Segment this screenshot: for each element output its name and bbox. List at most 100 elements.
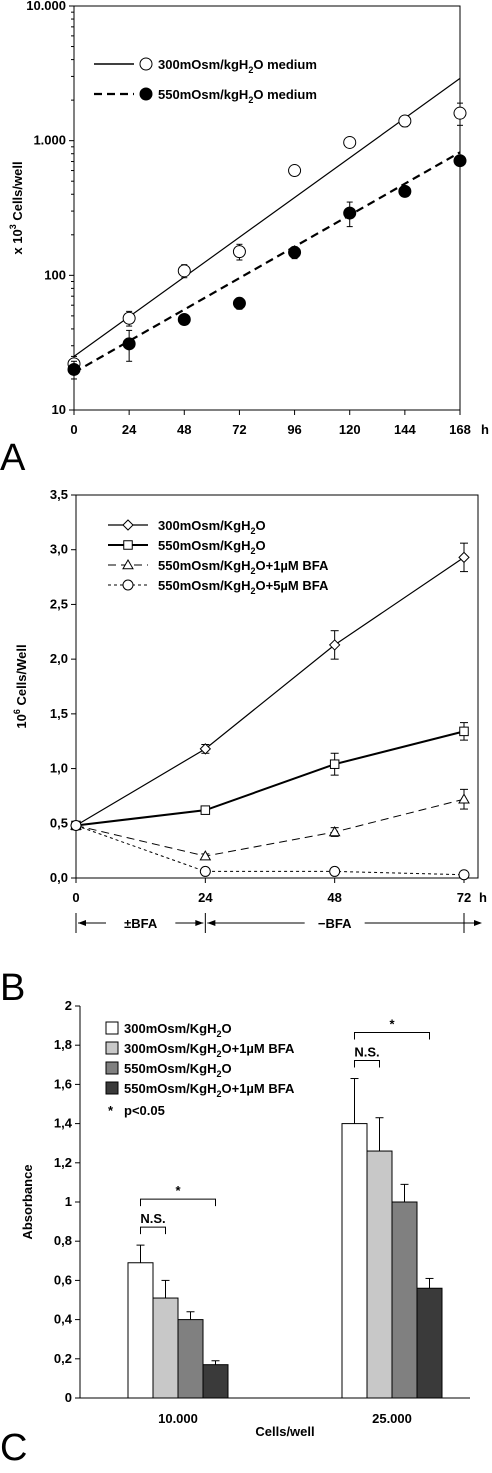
panel-label-c: C <box>0 1427 27 1469</box>
y-tick-label: 1 <box>65 1194 72 1209</box>
bar-25.000-series-3 <box>391 1201 418 1399</box>
data-point-series-1 <box>343 135 357 149</box>
data-point-series-2 <box>177 312 191 326</box>
legend-marker <box>139 87 153 101</box>
panel-label-a: A <box>0 437 26 479</box>
arrowhead <box>207 920 216 926</box>
y-tick-label: 3,0 <box>50 542 68 557</box>
y-axis-label: Absorbance <box>20 1164 35 1239</box>
bar-25.000-series-1 <box>341 1123 368 1399</box>
data-point-series-1 <box>288 164 302 178</box>
ns-label: N.S. <box>354 1045 379 1060</box>
significance-star: * <box>389 1017 395 1032</box>
x-tick-label: 120 <box>339 422 361 437</box>
legend-marker <box>122 558 134 570</box>
y-tick-label: 3,5 <box>50 487 68 502</box>
significance-bracket <box>140 1198 216 1207</box>
x-tick-label: 0 <box>72 890 79 905</box>
ns-bracket <box>140 1226 166 1235</box>
series-line-1 <box>75 556 465 826</box>
significance-bracket <box>354 1032 430 1040</box>
bar-10.000-series-2 <box>152 1297 179 1399</box>
y-axis-label: x 103 Cells/well <box>8 161 25 254</box>
data-point-series-1 <box>232 245 246 259</box>
y-tick-label: 1,6 <box>54 1076 72 1091</box>
y-tick-label: 0,6 <box>54 1272 72 1287</box>
series-line-4 <box>75 825 465 876</box>
legend-label: 550mOsm/KgH2O <box>124 1061 232 1079</box>
data-point-series-1 <box>328 639 341 651</box>
x-tick-label: 72 <box>457 890 471 905</box>
x-tick-label: 96 <box>287 422 301 437</box>
data-point-series-2 <box>329 759 340 769</box>
data-point-series-2 <box>232 296 246 310</box>
data-point-series-1 <box>398 114 412 128</box>
y-tick-label: 1,2 <box>54 1155 72 1170</box>
legend-marker <box>122 579 134 591</box>
y-tick-label: 0,8 <box>54 1233 72 1248</box>
y-tick-label: 2 <box>65 998 72 1013</box>
legend-label: 550mOsm/KgH2O+5µM BFA <box>158 578 329 596</box>
data-point-series-2 <box>453 154 467 168</box>
data-point-series-1 <box>177 264 191 278</box>
x-category-label: 25.000 <box>372 1411 412 1426</box>
ns-bracket <box>354 1060 380 1068</box>
y-tick-label: 1,0 <box>50 761 68 776</box>
legend-marker <box>123 540 133 550</box>
legend-label: 550mOsm/kgH2O medium <box>158 87 317 105</box>
y-tick-label: 1.000 <box>33 133 66 148</box>
data-point-series-2 <box>459 726 469 737</box>
y-tick-label: 10.000 <box>26 0 66 13</box>
legend-label: 300mOsm/KgH2O <box>158 518 266 536</box>
x-tick-label: 168 <box>449 422 471 437</box>
x-axis-label: Cells/well <box>255 1424 314 1439</box>
x-tick-label: 48 <box>177 422 191 437</box>
data-point-series-2 <box>398 184 412 198</box>
data-point-series-2 <box>122 337 136 351</box>
x-tick-label: 72 <box>232 422 246 437</box>
x-tick-label: 24 <box>122 422 137 437</box>
x-tick-label: 0 <box>70 422 77 437</box>
y-tick-label: 0 <box>65 1390 72 1405</box>
legend-label: 550mOsm/KgH2O+1µM BFA <box>124 1081 295 1099</box>
data-point-series-1 <box>122 311 136 325</box>
fit-line-2 <box>73 151 461 374</box>
arrowhead <box>474 920 482 926</box>
plot-frame <box>75 494 479 879</box>
data-point-series-4 <box>70 819 82 831</box>
data-point-series-3 <box>328 826 341 837</box>
y-tick-label: 2,5 <box>50 596 68 611</box>
data-point-series-1 <box>453 106 467 120</box>
x-tick-label: 48 <box>327 890 341 905</box>
arrowhead <box>78 920 86 926</box>
data-point-series-2 <box>343 206 357 220</box>
data-point-series-4 <box>329 865 341 877</box>
bar-25.000-series-2 <box>366 1150 393 1399</box>
fit-line-1 <box>73 77 461 357</box>
y-tick-label: 1,4 <box>54 1116 73 1131</box>
series-line-3 <box>75 798 465 857</box>
y-tick-label: 0,5 <box>50 815 68 830</box>
x-tick-label: 144 <box>394 422 416 437</box>
y-tick-label: 10 <box>52 402 66 417</box>
x-tick-label: 24 <box>198 890 213 905</box>
legend-swatch <box>105 1041 119 1055</box>
bar-25.000-series-4 <box>416 1287 443 1399</box>
annotation-minus-bfa: −BFA <box>318 916 352 931</box>
bar-10.000-series-3 <box>177 1319 204 1399</box>
data-point-series-4 <box>458 869 470 881</box>
x-unit-label: h <box>479 890 487 905</box>
data-point-series-2 <box>288 245 302 259</box>
legend-marker <box>122 519 134 531</box>
legend-label: 300mOsm/kgH2O medium <box>158 57 317 75</box>
legend-swatch <box>105 1081 119 1095</box>
data-point-series-2 <box>200 805 211 815</box>
ns-label: N.S. <box>140 1211 165 1226</box>
y-tick-label: 1,5 <box>50 706 68 721</box>
data-point-series-4 <box>199 865 211 877</box>
legend-label: 550mOsm/KgH2O+1µM BFA <box>158 558 329 576</box>
data-point-series-2 <box>67 362 81 376</box>
legend-label: 300mOsm/KgH2O <box>124 1021 232 1039</box>
annotation-plus-minus-bfa: ±BFA <box>124 916 158 931</box>
